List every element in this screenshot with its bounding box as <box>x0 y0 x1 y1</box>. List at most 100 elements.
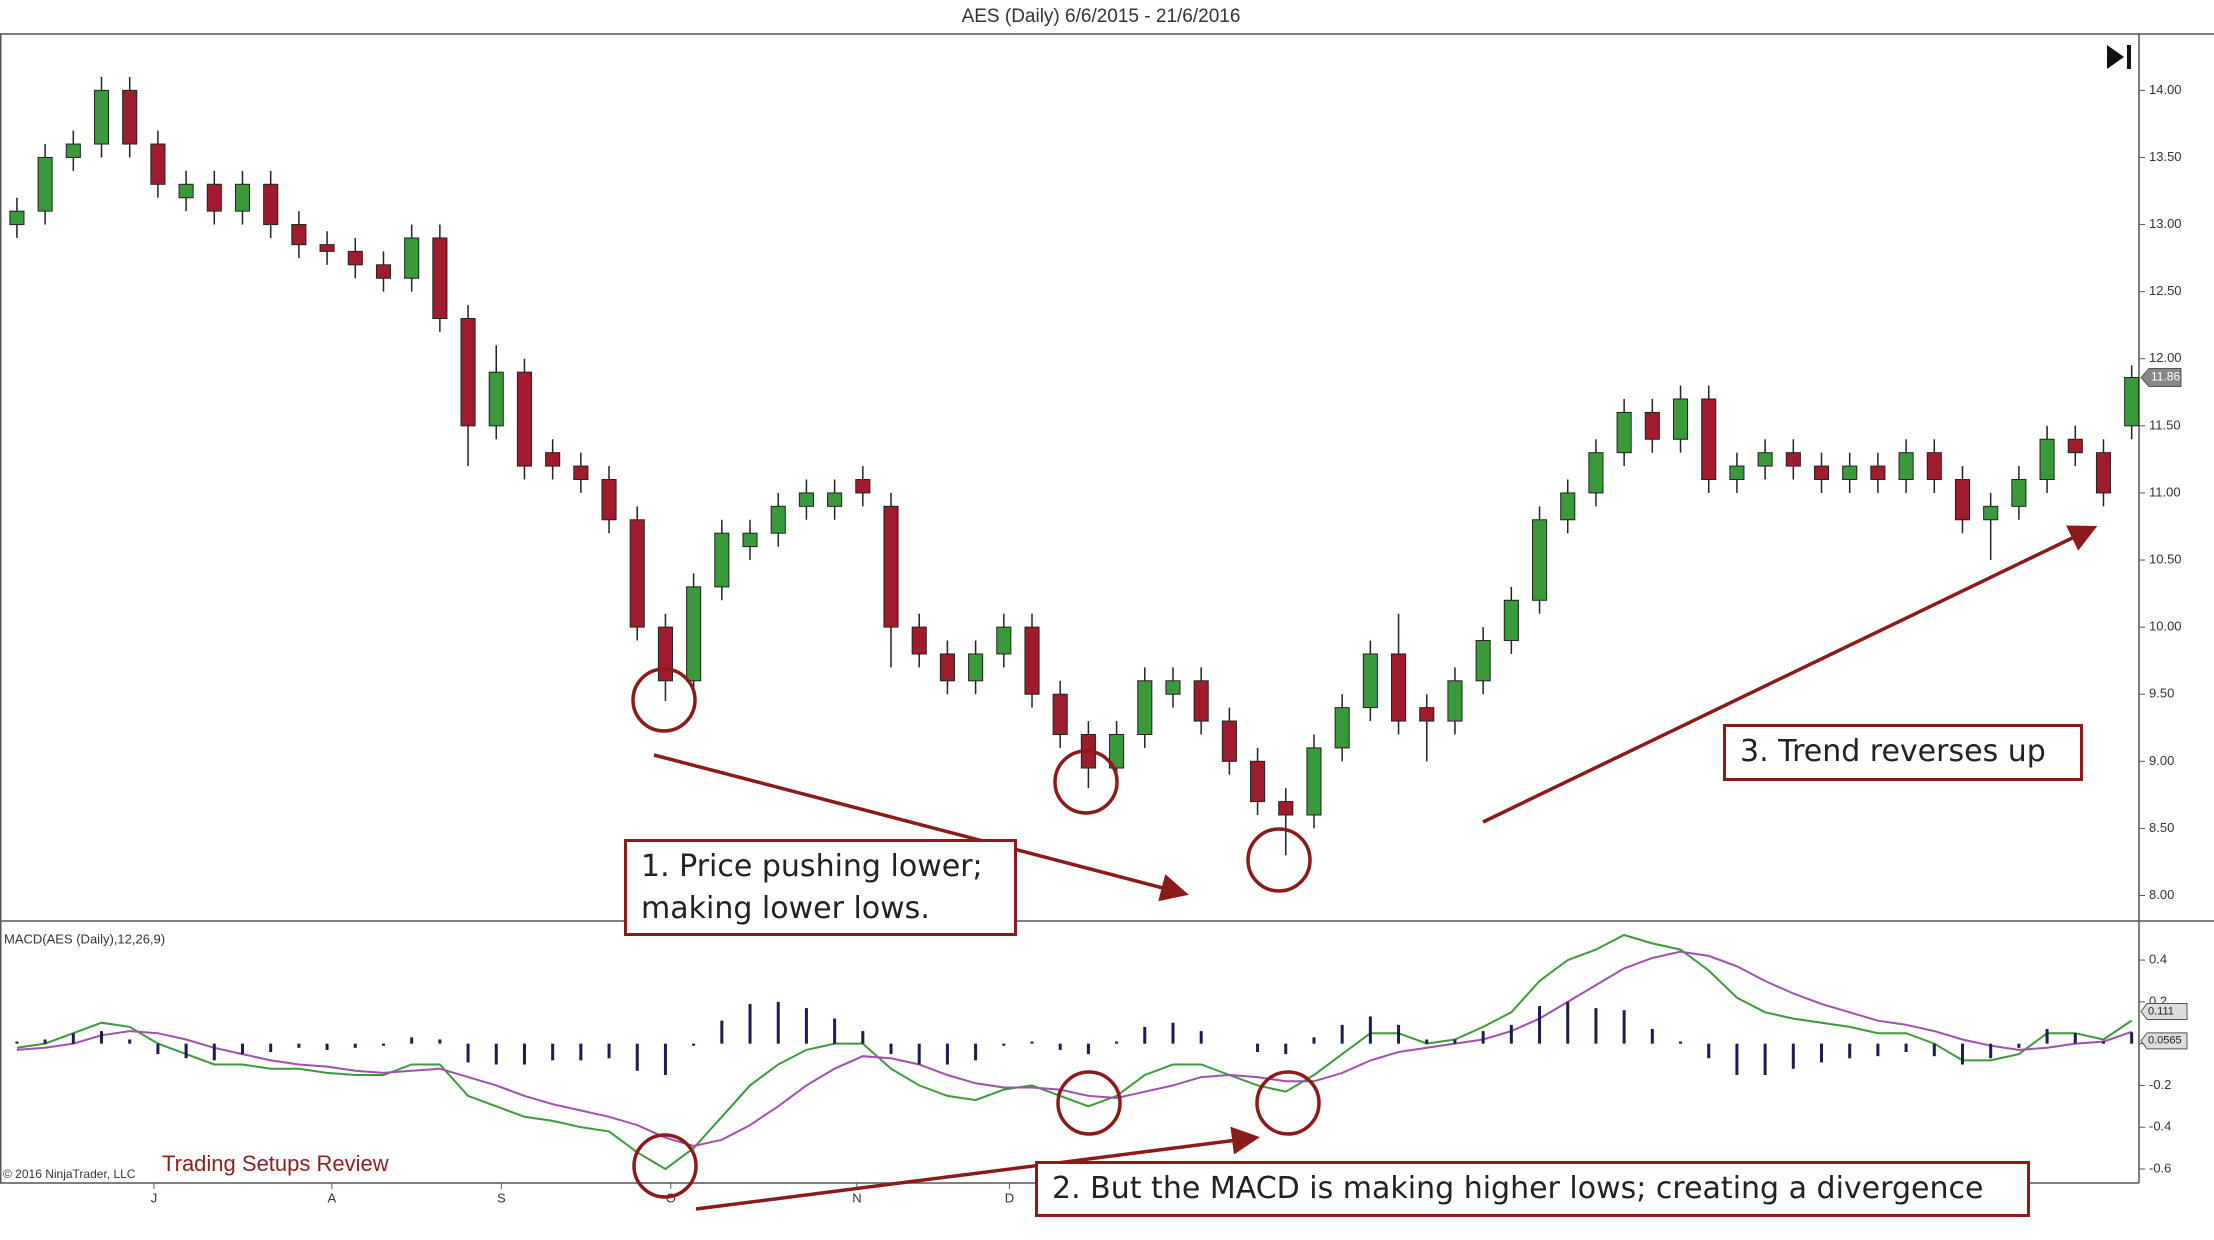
callout-text: 2. But the MACD is making higher lows; c… <box>1052 1171 1984 1206</box>
x-tick-label: S <box>497 1190 506 1205</box>
arrow <box>695 1126 1260 1211</box>
candle-body <box>1193 680 1209 722</box>
y-tick-label: 12.50 <box>2149 283 2182 298</box>
y-tick-label: 10.00 <box>2149 619 2182 634</box>
candle-body <box>1137 680 1153 735</box>
candle-body <box>629 519 645 628</box>
x-tick-label: N <box>852 1190 861 1205</box>
candle-body <box>798 492 814 507</box>
candle-body <box>150 143 166 185</box>
candle-body <box>1362 653 1378 709</box>
candle-body <box>1278 801 1294 816</box>
candle-body <box>375 264 392 279</box>
candle-body <box>1531 519 1548 601</box>
candle-body <box>178 183 194 199</box>
candle-body <box>291 224 307 246</box>
candle-body <box>2067 438 2083 454</box>
arrow <box>653 753 1189 902</box>
macd-line <box>16 933 2133 1171</box>
callout: 1. Price pushing lower; making lower low… <box>624 839 1017 936</box>
y-tick-label: 8.50 <box>2149 820 2174 835</box>
candle-body <box>1898 452 1914 481</box>
candle-body <box>516 371 533 467</box>
highlight-circle <box>1255 1070 1321 1136</box>
highlight-circle <box>631 667 697 733</box>
candle-body <box>968 653 984 682</box>
candle-body <box>742 532 758 548</box>
candle-body <box>1701 398 1717 481</box>
candle-body <box>939 653 955 682</box>
y-tick-label: 11.50 <box>2149 417 2181 432</box>
candle-body <box>206 183 222 212</box>
candle-body <box>1221 720 1237 762</box>
value-tag-label: 0.0565 <box>2148 1035 2182 1047</box>
candle-body <box>573 465 589 481</box>
y-tick-label: 12.00 <box>2149 350 2182 365</box>
y-tick-label: 9.00 <box>2149 753 2174 768</box>
candle-body <box>1616 411 1632 454</box>
candle-body <box>2039 438 2055 481</box>
candle-body <box>234 183 251 212</box>
candle-body <box>319 244 335 252</box>
candle-body <box>1926 452 1942 481</box>
candle-body <box>1024 626 1040 695</box>
y-tick-label: 8.00 <box>2149 887 2174 902</box>
copyright: © 2016 NinjaTrader, LLC <box>3 1167 136 1181</box>
candle-body <box>714 532 730 588</box>
highlight-circle <box>632 1133 698 1199</box>
candle-body <box>601 479 617 521</box>
candle-body <box>827 492 843 507</box>
callout: 2. But the MACD is making higher lows; c… <box>1035 1161 2030 1217</box>
candle-body <box>432 237 448 319</box>
candle-body <box>1052 693 1068 735</box>
x-tick-label: D <box>1005 1190 1014 1205</box>
value-tag <box>2140 1002 2188 1020</box>
candle-body <box>9 210 25 226</box>
candle-body <box>545 452 561 467</box>
y-tick-label: 11.00 <box>2149 484 2181 499</box>
y-tick-label: -0.6 <box>2149 1160 2171 1175</box>
candle-body <box>1334 707 1350 749</box>
price-tag <box>2140 368 2182 388</box>
candle-body <box>2124 377 2140 427</box>
play-icon[interactable] <box>2107 45 2131 69</box>
candle-body <box>1419 707 1435 722</box>
candle-body <box>1672 398 1689 440</box>
candle-body <box>657 626 673 682</box>
value-tag-label: 0.111 <box>2148 1005 2174 1017</box>
macd-line <box>16 950 2133 1148</box>
arrow <box>1482 525 2098 824</box>
callout-text: making lower lows. <box>641 891 930 926</box>
candle-body <box>1560 492 1576 521</box>
candle-body <box>1109 733 1125 769</box>
candle-body <box>1644 411 1660 440</box>
candle-body <box>1588 452 1604 494</box>
y-tick-label: 10.50 <box>2149 551 2182 566</box>
value-tag <box>2140 1032 2188 1050</box>
candle-body <box>1391 653 1407 722</box>
candle-body <box>883 505 899 628</box>
candle-body <box>2011 479 2027 507</box>
chart-title: AES (Daily) 6/6/2015 - 21/6/2016 <box>962 6 1241 27</box>
callout: 3. Trend reverses up <box>1723 724 2083 781</box>
y-tick-label: 0.4 <box>2149 952 2167 967</box>
highlight-circle <box>1246 827 1312 893</box>
callout-text: 3. Trend reverses up <box>1740 734 2046 769</box>
candle-body <box>1813 465 1830 481</box>
candle-body <box>1757 452 1773 467</box>
candle-body <box>404 237 420 279</box>
candle-body <box>263 183 279 226</box>
candle-body <box>686 586 702 682</box>
candle-body <box>122 89 138 145</box>
x-tick-label: J <box>151 1190 158 1205</box>
plot-area: 8.00 8.50 9.00 9.50 10.00 10.50 11.00 11.50 12.0… <box>9 76 2188 1205</box>
candle-body <box>1250 760 1266 803</box>
price-tag-label: 11.86 <box>2151 370 2180 384</box>
candle-body <box>911 626 927 655</box>
y-tick-label: 13.50 <box>2149 149 2182 164</box>
y-tick-label: 9.50 <box>2149 686 2174 701</box>
candle-body <box>1785 452 1801 467</box>
callout-text: 1. Price pushing lower; <box>641 849 983 884</box>
y-tick-label: 13.00 <box>2149 216 2182 231</box>
highlight-circle <box>1056 1070 1122 1136</box>
